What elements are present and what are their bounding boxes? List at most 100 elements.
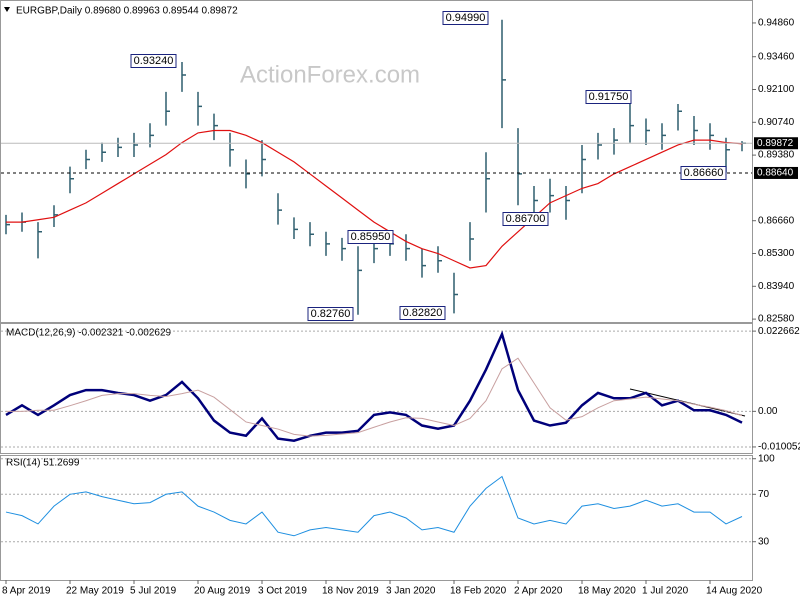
ohlc-bar [549, 178, 554, 213]
ohlc-bar [677, 103, 682, 131]
ohlc-bar [629, 97, 634, 143]
ohlc-bar [181, 62, 186, 92]
pane-title: EURGBP,Daily 0.89680 0.89963 0.89544 0.8… [16, 6, 238, 17]
ohlc-bar [37, 222, 42, 259]
y-tick-label: 0.83940 [758, 281, 795, 292]
ohlc-bar [197, 91, 202, 126]
price-label: 0.89872 [757, 138, 794, 149]
ohlc-bar [453, 272, 458, 314]
ohlc-bar [357, 246, 362, 315]
ohlc-bar [517, 128, 522, 206]
x-tick-label: 5 Jul 2019 [130, 586, 177, 597]
y-tick-label: 0.85300 [758, 248, 795, 259]
annotation: 0.82820 [403, 307, 443, 319]
series-line [5, 330, 743, 443]
annotation: 0.86700 [506, 213, 546, 225]
price-label-box [754, 166, 798, 179]
pane-title: RSI(14) 51.2699 [6, 458, 80, 469]
ohlc-bar [325, 231, 330, 256]
annotation: 0.91750 [589, 91, 629, 103]
x-tick-label: 3 Jan 2020 [386, 586, 436, 597]
x-tick-label: 1 Jul 2020 [642, 586, 689, 597]
y-tick-label: 0.94860 [758, 18, 795, 29]
rsi-pane [0, 455, 753, 581]
y-tick-label: -0.010052 [758, 442, 800, 453]
y-tick-label: 0.022662 [758, 326, 800, 337]
ohlc-bar [341, 237, 346, 261]
x-tick-label: 18 Feb 2020 [450, 586, 507, 597]
annotation: 0.82760 [311, 308, 351, 320]
annotation-box [347, 230, 394, 244]
ohlc-bar [501, 19, 506, 129]
x-tick-label: 20 Aug 2019 [194, 586, 251, 597]
y-tick-label: 0.92100 [758, 84, 795, 95]
ohlc-bar [293, 217, 298, 240]
x-tick-label: 3 Oct 2019 [258, 586, 307, 597]
price-label: 0.88640 [757, 168, 794, 179]
ohlc-bar [277, 193, 282, 225]
ohlc-bar [85, 149, 90, 170]
x-tick-label: 2 Apr 2020 [514, 586, 563, 597]
x-tick-label: 14 Aug 2020 [706, 586, 763, 597]
annotation: 0.93240 [134, 55, 174, 67]
macd-pane [0, 323, 753, 454]
annotation-box [399, 306, 446, 320]
annotation: 0.94990 [446, 12, 486, 24]
x-tick-label: 18 Nov 2019 [322, 586, 379, 597]
ohlc-bar [565, 185, 570, 220]
pane-title: MACD(12,26,9) -0.002321 -0.002629 [6, 328, 172, 339]
price-label-box [754, 137, 798, 150]
y-tick-label: 0.90740 [758, 117, 795, 128]
ohlc-bar [645, 118, 650, 145]
series-line [5, 475, 743, 537]
ohlc-bar [5, 214, 10, 235]
ohlc-bar [469, 222, 474, 261]
y-tick-label: 0.86660 [758, 215, 795, 226]
x-tick-label: 22 May 2019 [66, 586, 124, 597]
ohlc-bar [485, 152, 490, 213]
ohlc-bar [661, 123, 666, 150]
ohlc-bar [581, 144, 586, 194]
ohlc-bar [213, 113, 218, 141]
ohlc-bar [101, 142, 106, 162]
annotation-box [585, 90, 632, 104]
ohlc-bar [245, 159, 250, 189]
ohlc-bar [117, 137, 122, 158]
ohlc-bar [69, 166, 74, 194]
ohlc-bar [613, 128, 618, 155]
annotation-box [502, 212, 549, 226]
price-pane [0, 0, 753, 323]
ohlc-bar [437, 246, 442, 273]
ohlc-bar [709, 123, 714, 150]
annotation-box [442, 11, 489, 25]
ohlc-bar [133, 132, 138, 158]
annotation-box [680, 166, 727, 180]
series-line [6, 357, 743, 437]
annotation-box [130, 54, 177, 68]
ohlc-bar [261, 140, 266, 177]
moving-average [6, 129, 743, 269]
y-tick-label: 30 [758, 536, 770, 547]
annotation-box [307, 307, 354, 321]
y-tick-label: 0.89380 [758, 150, 795, 161]
ohlc-bar [405, 234, 410, 261]
symbol-arrow [4, 7, 10, 12]
ohlc-bar [165, 91, 170, 126]
y-tick-label: 0.00 [758, 406, 778, 417]
watermark: ActionForex.com [240, 61, 420, 88]
ohlc-bar [309, 222, 314, 247]
y-tick-label: 0.82580 [758, 314, 795, 325]
y-tick-label: 100 [758, 453, 775, 464]
x-tick-label: 8 Apr 2019 [2, 586, 51, 597]
ohlc-bar [53, 205, 58, 227]
annotation: 0.85950 [351, 231, 391, 243]
ohlc-bar [421, 248, 426, 278]
y-tick-label: 0.93460 [758, 51, 795, 62]
x-tick-label: 18 May 2020 [578, 586, 636, 597]
ohlc-bar [229, 132, 234, 167]
y-tick-label: 70 [758, 489, 770, 500]
ohlc-bar [597, 132, 602, 160]
annotation: 0.86660 [684, 167, 724, 179]
